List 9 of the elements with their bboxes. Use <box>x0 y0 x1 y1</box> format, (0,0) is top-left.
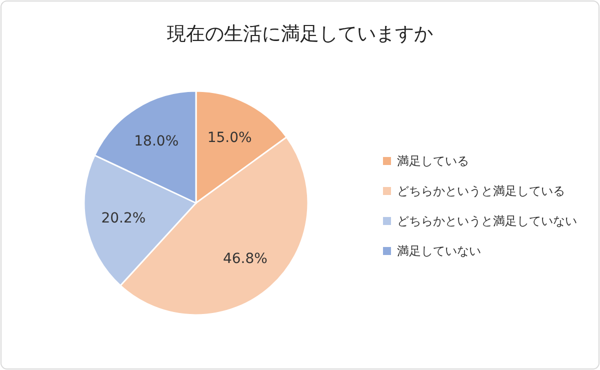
legend-label: 満足している <box>397 154 469 168</box>
data-label: 15.0% <box>207 130 252 146</box>
legend-label: どちらかというと満足している <box>397 184 565 198</box>
legend-label: 満足していない <box>397 244 481 258</box>
legend-label: どちらかというと満足していない <box>397 214 577 228</box>
chart-title: 現在の生活に満足していますか <box>167 23 433 45</box>
data-label: 20.2% <box>101 210 146 226</box>
data-label: 46.8% <box>222 251 268 268</box>
data-label: 18.0% <box>134 134 179 150</box>
